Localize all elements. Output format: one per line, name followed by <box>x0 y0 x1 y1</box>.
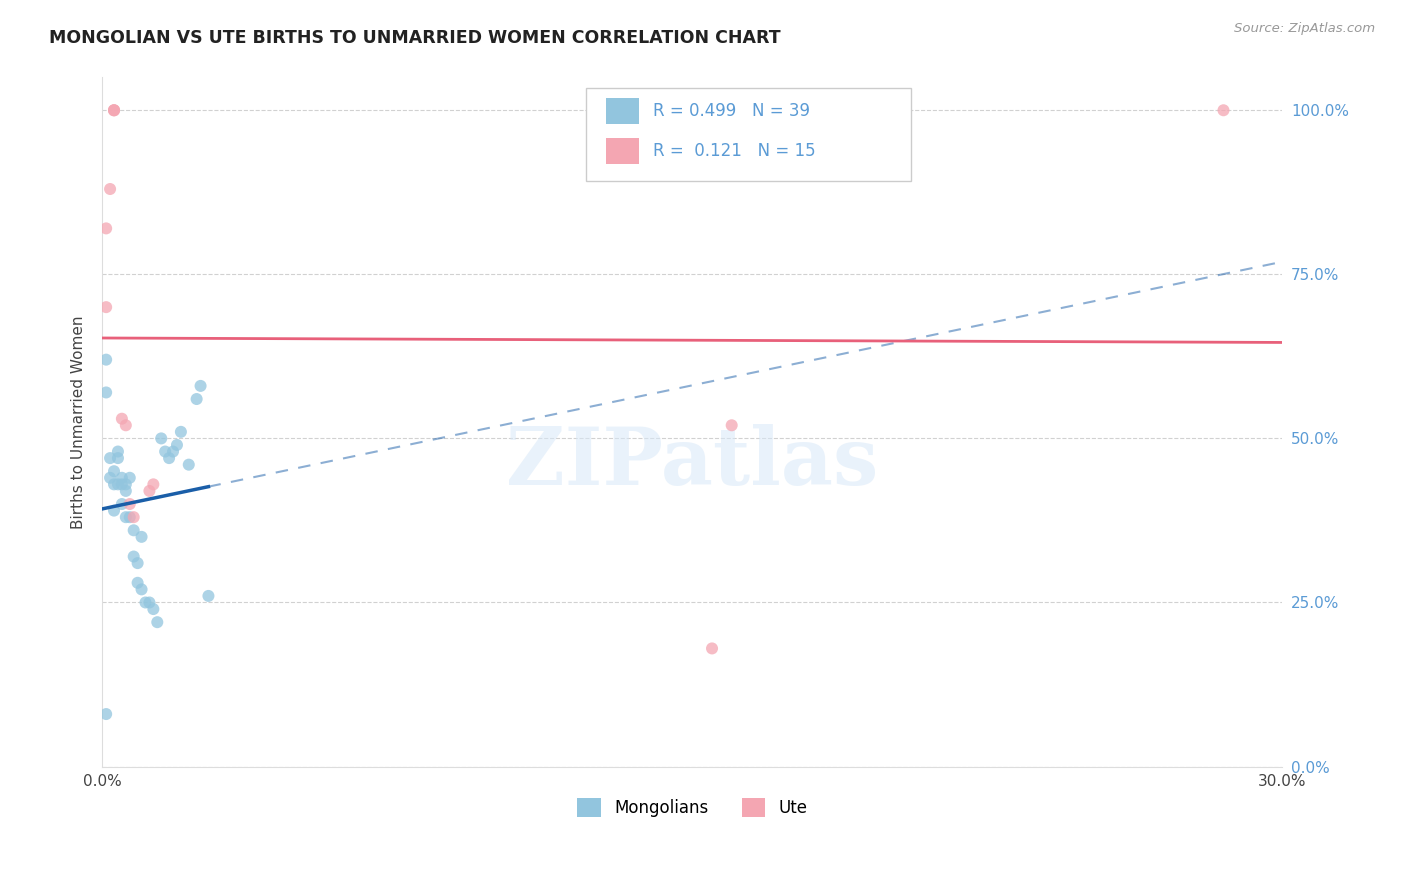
Point <box>111 497 134 511</box>
FancyBboxPatch shape <box>606 138 640 164</box>
Point <box>122 549 145 564</box>
Point <box>103 103 125 118</box>
Point <box>1212 103 1234 118</box>
Point <box>103 103 125 118</box>
Point <box>190 379 212 393</box>
Point <box>114 477 136 491</box>
Point <box>150 431 173 445</box>
Text: ZIPatlas: ZIPatlas <box>506 425 879 502</box>
FancyBboxPatch shape <box>606 98 640 124</box>
Point <box>114 483 136 498</box>
Point <box>107 451 129 466</box>
FancyBboxPatch shape <box>586 87 911 181</box>
Point <box>98 451 121 466</box>
Text: R =  0.121   N = 15: R = 0.121 N = 15 <box>654 143 815 161</box>
Point <box>103 503 125 517</box>
Point <box>131 582 153 597</box>
Point <box>118 497 141 511</box>
Point <box>131 530 153 544</box>
Point <box>94 385 117 400</box>
Point <box>134 595 156 609</box>
Point <box>197 589 219 603</box>
Text: R = 0.499   N = 39: R = 0.499 N = 39 <box>654 102 810 120</box>
Point <box>103 103 125 118</box>
Point <box>111 477 134 491</box>
Point <box>111 411 134 425</box>
Point <box>122 510 145 524</box>
Point <box>107 444 129 458</box>
Point <box>114 510 136 524</box>
Point <box>700 641 723 656</box>
Point <box>186 392 208 406</box>
Legend: Mongolians, Ute: Mongolians, Ute <box>571 791 814 823</box>
Point <box>122 523 145 537</box>
Point <box>138 483 160 498</box>
Point <box>177 458 200 472</box>
Point <box>103 477 125 491</box>
Point <box>157 451 180 466</box>
Point <box>720 418 742 433</box>
Point <box>103 464 125 478</box>
Point <box>94 707 117 722</box>
Point <box>98 182 121 196</box>
Point <box>94 352 117 367</box>
Point <box>146 615 169 630</box>
Point <box>111 471 134 485</box>
Point <box>162 444 184 458</box>
Point <box>170 425 193 439</box>
Point <box>98 471 121 485</box>
Point <box>127 556 149 570</box>
Point <box>153 444 176 458</box>
Point <box>166 438 188 452</box>
Point <box>142 477 165 491</box>
Point <box>118 471 141 485</box>
Point <box>142 602 165 616</box>
Point <box>138 595 160 609</box>
Point <box>107 477 129 491</box>
Point <box>94 221 117 235</box>
Text: Source: ZipAtlas.com: Source: ZipAtlas.com <box>1234 22 1375 36</box>
Point <box>94 300 117 314</box>
Point <box>127 575 149 590</box>
Text: MONGOLIAN VS UTE BIRTHS TO UNMARRIED WOMEN CORRELATION CHART: MONGOLIAN VS UTE BIRTHS TO UNMARRIED WOM… <box>49 29 780 46</box>
Y-axis label: Births to Unmarried Women: Births to Unmarried Women <box>72 315 86 529</box>
Point <box>118 510 141 524</box>
Point <box>114 418 136 433</box>
